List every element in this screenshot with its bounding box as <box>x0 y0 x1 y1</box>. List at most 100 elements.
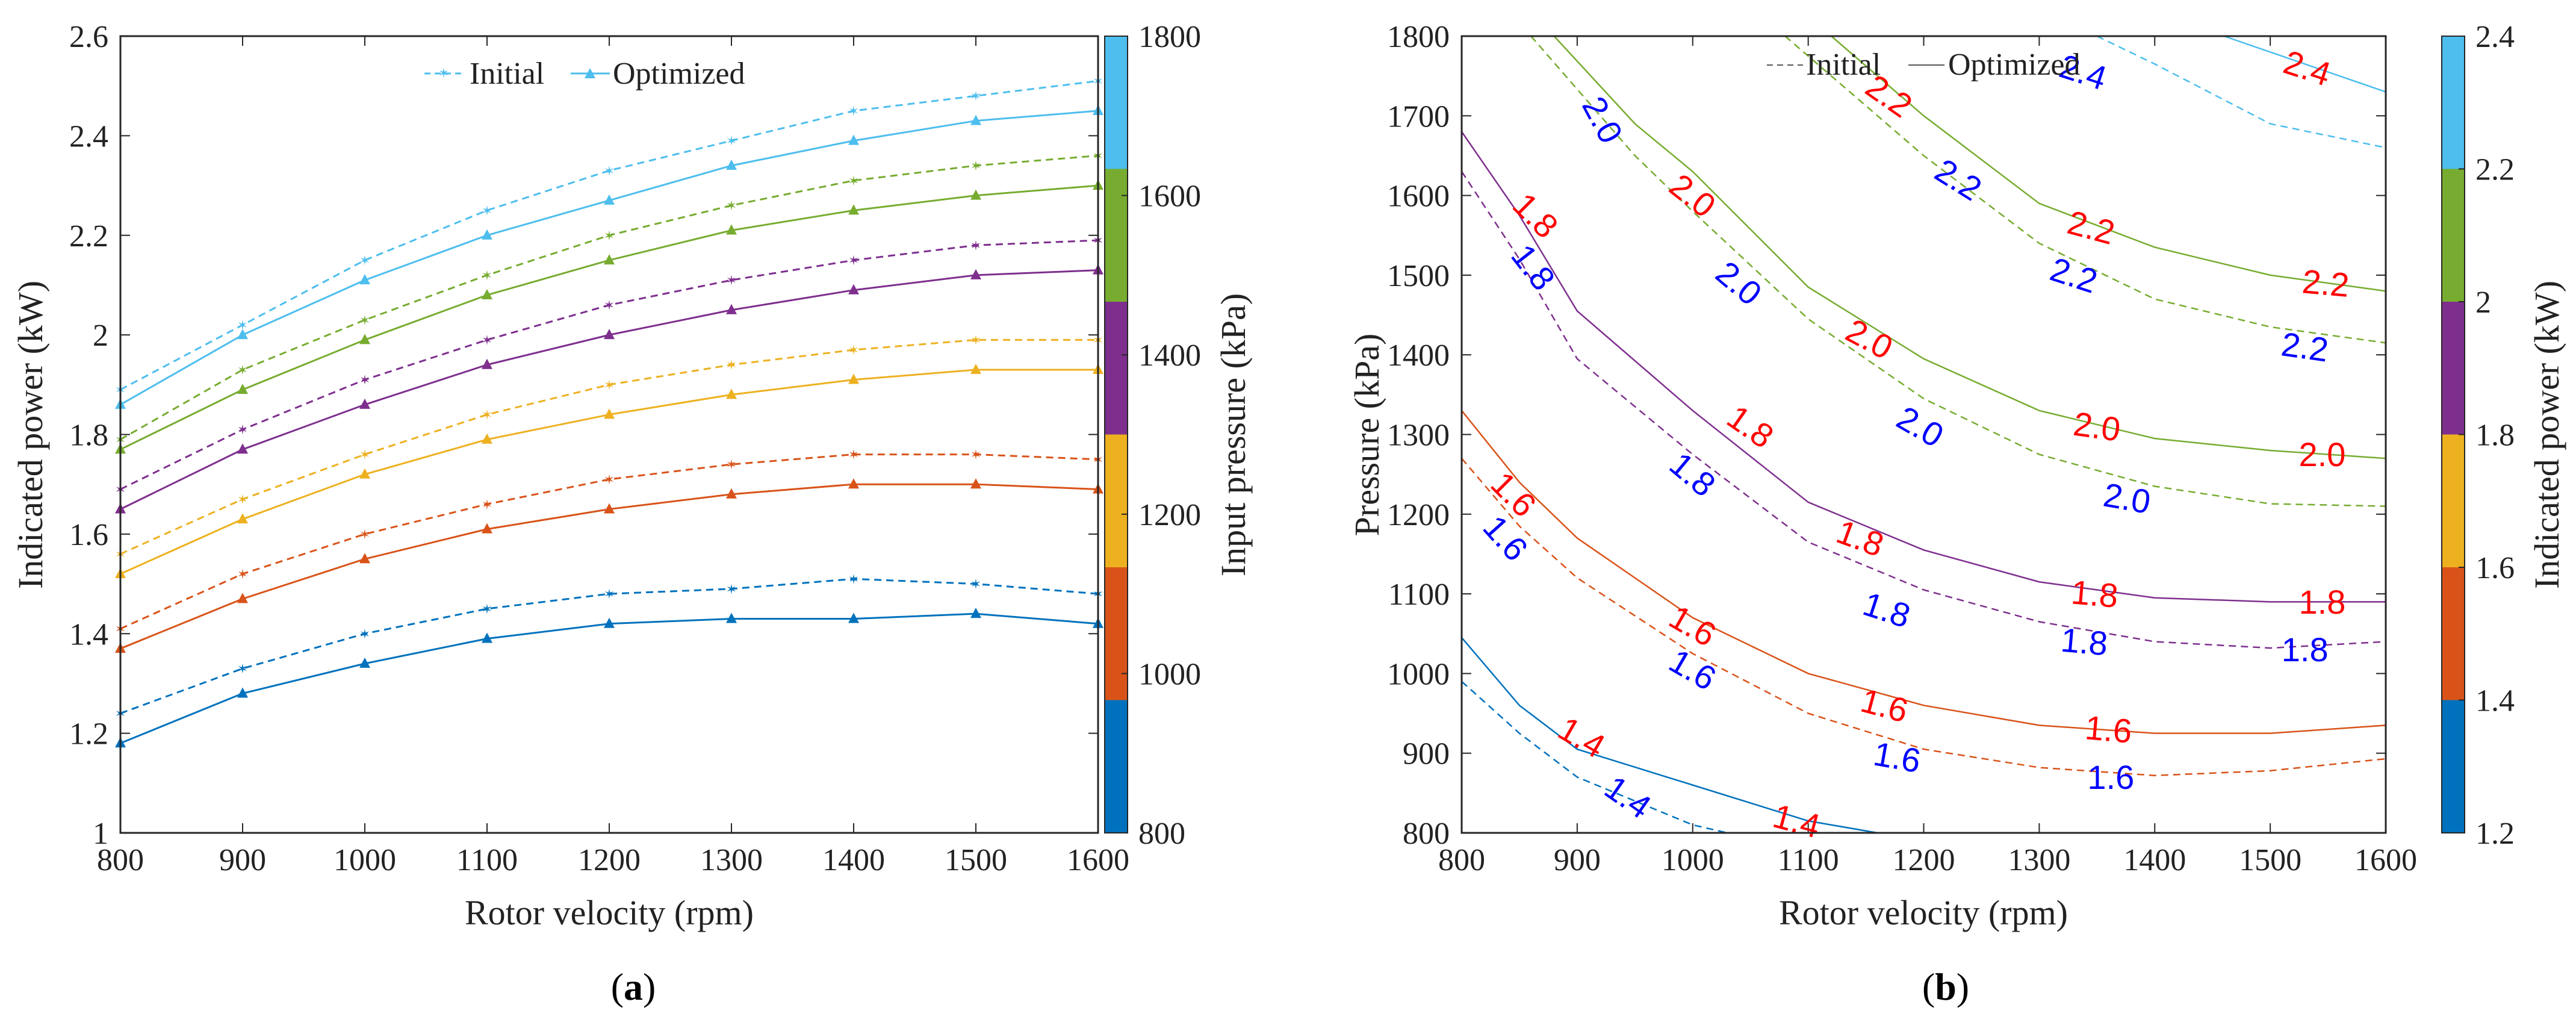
data-point-optimized <box>604 194 615 205</box>
data-point-optimized <box>970 364 981 375</box>
data-point-initial: ✶ <box>848 253 859 268</box>
colorbar-tick-label: 1800 <box>1138 20 1201 54</box>
data-point-optimized <box>848 204 859 215</box>
data-point-optimized <box>237 443 248 454</box>
y-tick-label: 1100 <box>1388 578 1450 612</box>
contour-label-initial: 2.0 <box>2100 476 2153 522</box>
contour-line-initial-2 <box>1530 36 2386 507</box>
series-line-initial-4 <box>120 239 1099 490</box>
colorbar-band <box>2442 36 2465 169</box>
data-point-initial: ✶ <box>726 582 737 597</box>
data-point-optimized <box>848 373 859 384</box>
colorbar-tick-label: 1000 <box>1138 657 1201 691</box>
data-point-optimized <box>482 229 492 240</box>
data-point-initial: ✶ <box>726 273 737 288</box>
data-point-optimized <box>359 274 370 285</box>
contour-line-optimized-1.6 <box>1461 410 2386 734</box>
legend-optimized-label: Optimized <box>1948 48 2081 82</box>
contour-label-optimized: 1.8 <box>2299 583 2346 621</box>
data-point-optimized <box>726 224 737 235</box>
x-tick-label: 800 <box>97 843 144 877</box>
data-point-initial: ✶ <box>726 358 737 373</box>
data-point-initial: ✶ <box>482 497 492 512</box>
data-point-optimized <box>970 608 981 618</box>
colorbar-tick-label: 800 <box>1138 817 1185 851</box>
y-tick-label: 1200 <box>1387 498 1450 532</box>
data-point-optimized <box>604 617 615 628</box>
data-point-initial: ✶ <box>970 577 981 592</box>
x-tick-label: 1400 <box>2123 843 2186 877</box>
colorbar-band <box>1105 169 1128 302</box>
colorbar-frame <box>1104 36 1128 833</box>
data-point-optimized <box>237 513 248 524</box>
x-tick-label: 1200 <box>578 843 641 877</box>
x-tick-label: 1300 <box>2008 843 2070 877</box>
contour-line-optimized-2.4 <box>2223 35 2386 93</box>
panel-a-series: ✶ ✶ ✶ ✶ ✶ ✶ ✶ ✶ ✶ ✶ ✶ ✶ ✶ ✶ ✶ ✶ ✶ ✶ ✶ ✶ ✶ ✶ ✶ ✶ ✶ ✶ ✶ ✶ ✶ ✶ ✶ ✶ ✶ ✶ ✶ ✶ ✶ ✶ ✶ ✶… <box>115 73 1103 748</box>
contour-line-optimized-1.4 <box>1461 637 1878 834</box>
contour-label-optimized: 1.8 <box>2070 573 2120 615</box>
colorbar-tick-label: 1.4 <box>2475 684 2515 718</box>
contour-line-optimized-2.2 <box>1831 36 2386 292</box>
data-point-optimized <box>970 478 981 489</box>
data-point-optimized <box>604 329 615 340</box>
data-point-initial: ✶ <box>237 661 248 676</box>
contour-line-initial-1.4 <box>1461 681 1728 834</box>
contour-label-optimized: 1.6 <box>2084 708 2134 750</box>
data-point-initial: ✶ <box>604 228 615 243</box>
contour-line-initial-1.8 <box>1460 171 2386 649</box>
panel-a-colorbar-label: Input pressure (kPa) <box>1214 293 1253 576</box>
contour-label-initial: 2.2 <box>2279 325 2331 369</box>
y-tick-label: 2.4 <box>69 119 108 154</box>
data-point-initial: ✶ <box>359 313 370 328</box>
colorbar-tick-label: 1.8 <box>2475 419 2515 453</box>
y-tick-label: 1300 <box>1387 419 1450 453</box>
panel-a-colorbar-ticks: 800 1000 1200 1400 1600 1800 <box>1122 20 1201 851</box>
data-point-optimized <box>848 612 859 623</box>
data-point-initial: ✶ <box>482 602 492 617</box>
data-point-initial: ✶ <box>237 363 248 378</box>
series-line-initial-6 <box>120 79 1099 391</box>
series-line-initial-3 <box>120 338 1098 555</box>
colorbar-band <box>1105 302 1128 435</box>
contour-line-optimized-1.8 <box>1460 131 2386 603</box>
data-point-initial: ✶ <box>359 253 370 268</box>
colorbar-band <box>2442 169 2465 302</box>
legend-initial-marker: ✶ <box>438 66 449 81</box>
legend-optimized-marker <box>585 68 595 78</box>
colorbar-band <box>2442 302 2465 435</box>
data-point-optimized <box>359 553 370 564</box>
data-point-initial: ✶ <box>726 457 737 472</box>
data-point-optimized <box>604 503 615 514</box>
y-tick-label: 900 <box>1403 737 1450 771</box>
y-tick-label: 2.2 <box>69 219 108 254</box>
colorbar-band <box>1105 434 1128 567</box>
y-tick-label: 1700 <box>1387 99 1450 134</box>
contour-label-optimized: 2.0 <box>2299 435 2346 473</box>
data-point-initial: ✶ <box>482 332 492 347</box>
data-point-initial: ✶ <box>970 158 981 173</box>
data-point-initial: ✶ <box>604 378 615 393</box>
panel-a-colorbar <box>1104 36 1128 833</box>
colorbar-band <box>2442 567 2465 700</box>
panel-b-tick-labels: 800 900 1000 1100 1200 1300 1400 1500 1600 800 900… <box>1387 20 2417 877</box>
data-point-optimized <box>359 657 370 668</box>
data-point-initial: ✶ <box>604 298 615 313</box>
panel-a-y-axis-label: Indicated power (kW) <box>11 281 50 589</box>
series-line-initial-1 <box>120 578 1099 714</box>
data-point-optimized <box>237 329 248 340</box>
colorbar-band <box>1105 36 1128 169</box>
x-tick-label: 900 <box>219 843 266 877</box>
data-point-optimized <box>848 478 859 489</box>
x-tick-label: 1500 <box>945 843 1007 877</box>
y-tick-label: 1 <box>93 817 108 851</box>
panel-a-label: (a) <box>611 965 656 1008</box>
x-tick-label: 1100 <box>1778 843 1839 877</box>
contour-label-initial: 1.6 <box>2087 758 2134 796</box>
data-point-initial: ✶ <box>726 198 737 213</box>
y-tick-label: 1800 <box>1387 20 1450 54</box>
contour-label-optimized: 2.2 <box>2301 262 2351 304</box>
contour-line-initial-1.6 <box>1461 458 2386 776</box>
x-tick-label: 1300 <box>700 843 763 877</box>
